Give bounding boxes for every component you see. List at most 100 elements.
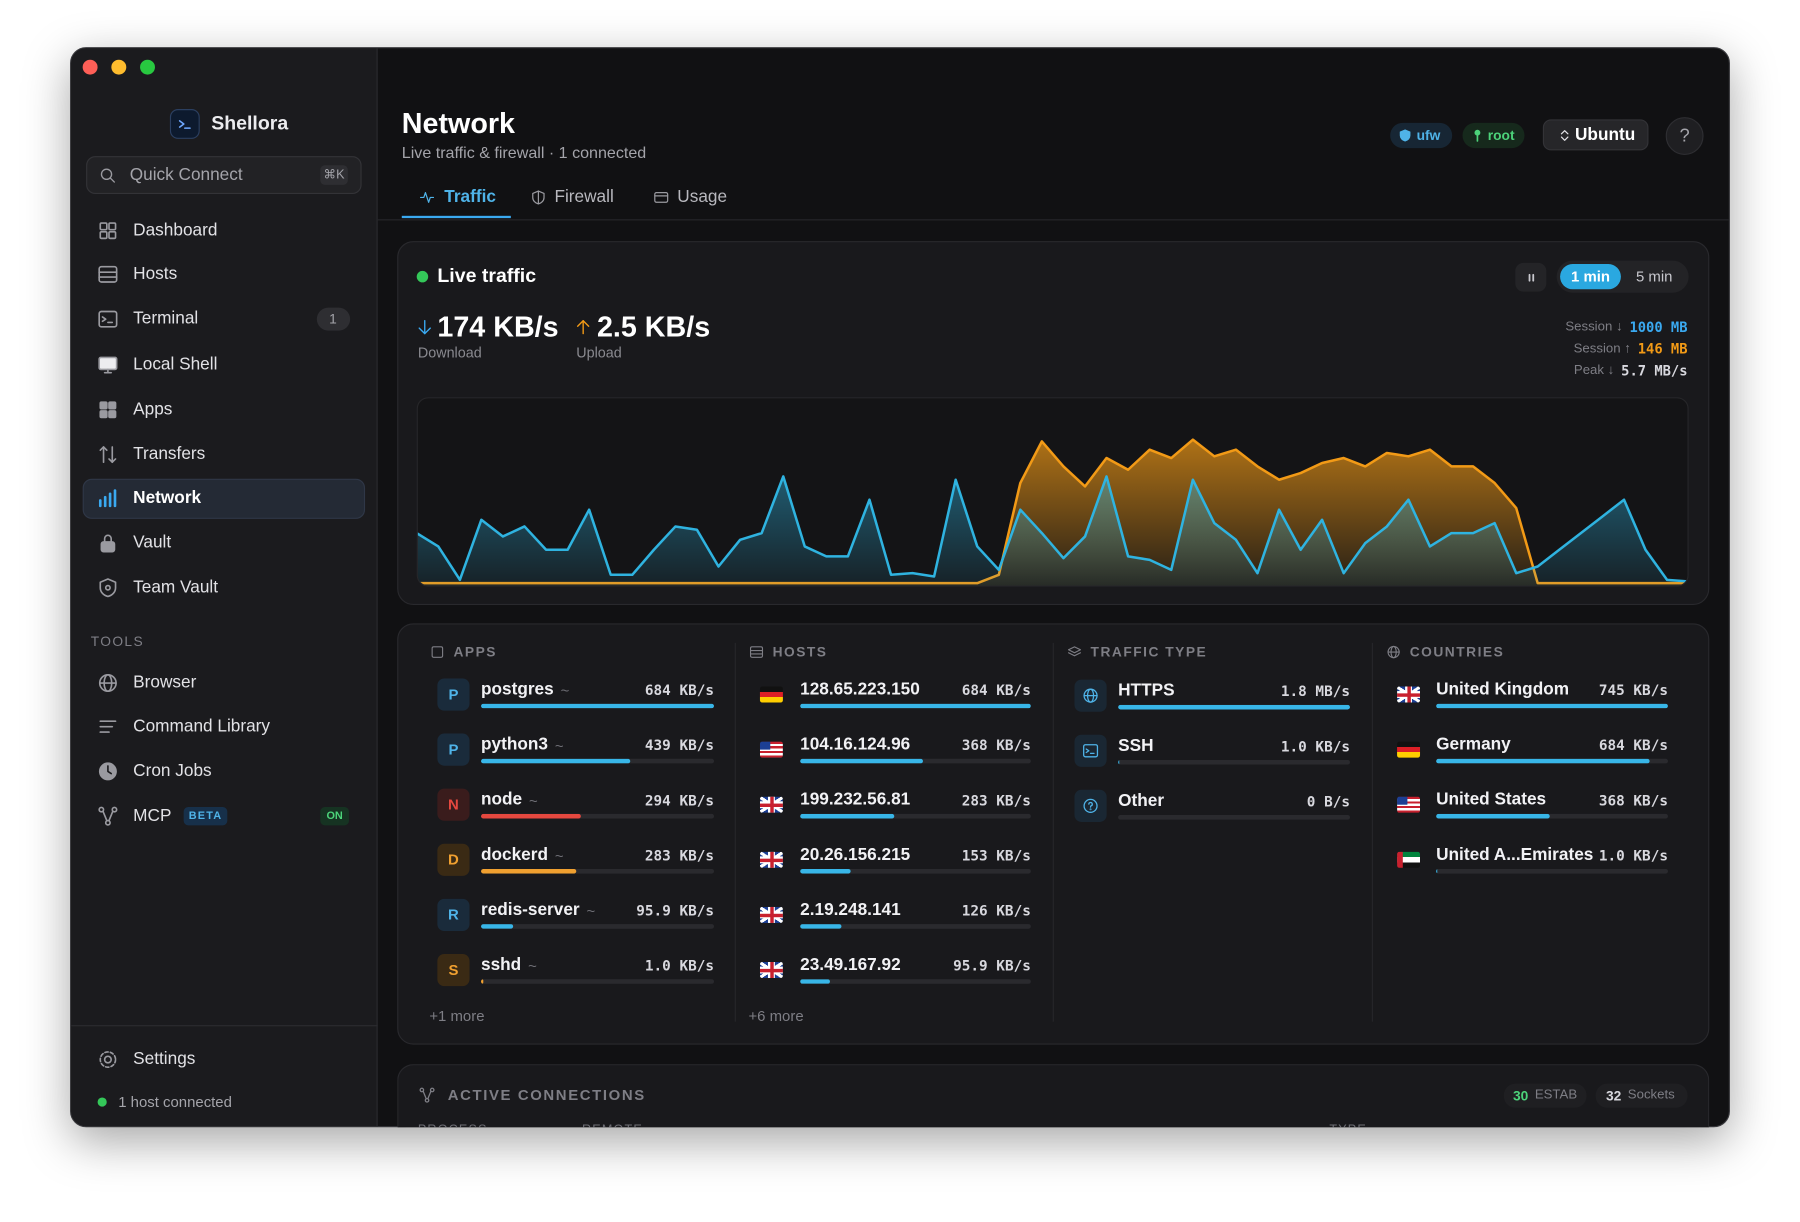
icon: [430, 645, 445, 660]
stat-value: 146 MB: [1637, 340, 1688, 358]
chart-frame: [416, 397, 1689, 587]
row-rate: 1.8 MB/s: [1280, 682, 1351, 700]
flag: [1397, 851, 1421, 868]
column-divider: [734, 642, 736, 1022]
row-name-wrap: node ~: [481, 789, 688, 812]
shortcut: ⌘K: [323, 168, 345, 182]
nav-item[interactable]: Cron Jobs: [133, 761, 212, 781]
app-icon-letter: D: [448, 850, 459, 869]
tab[interactable]: Firewall: [554, 187, 614, 207]
icon: [416, 318, 434, 336]
minimize-button[interactable]: [111, 59, 127, 75]
badge: ufw: [1416, 127, 1441, 144]
row-name: 23.49.167.92: [800, 955, 901, 975]
icon: [749, 645, 764, 660]
host-select-label[interactable]: Ubuntu: [1575, 125, 1636, 145]
bar-fill: [800, 924, 842, 929]
more-link[interactable]: +6 more: [748, 1006, 804, 1025]
help-text[interactable]: ?: [1679, 126, 1690, 146]
icon: [418, 1087, 435, 1104]
nav-item[interactable]: Dashboard: [133, 220, 218, 240]
zoom-button[interactable]: [140, 59, 155, 75]
icon: [1082, 687, 1099, 704]
row-rate: 283 KB/s: [961, 791, 1031, 809]
row-rate: 95.9 KB/s: [953, 956, 1031, 975]
icon: [1386, 645, 1401, 660]
bar-fill: [480, 813, 582, 819]
more-link[interactable]: +1 more: [429, 1006, 485, 1025]
nav-item[interactable]: Apps: [133, 399, 173, 420]
range-option[interactable]: 5 min: [1635, 267, 1673, 285]
row-tag: ~: [560, 681, 570, 699]
row-rate: 684 KB/s: [1598, 736, 1668, 754]
bar-track: [480, 869, 715, 874]
stat-label: Peak ↓: [1573, 363, 1615, 378]
tab-divider: [377, 219, 1729, 221]
flag: [1397, 741, 1421, 758]
close-button[interactable]: [82, 59, 98, 75]
help-button[interactable]: [1665, 117, 1704, 155]
live-dot: [416, 270, 429, 283]
nav-item[interactable]: Team Vault: [133, 577, 219, 597]
icon: [97, 444, 119, 466]
host-select[interactable]: [1542, 119, 1649, 151]
bar-track: [800, 703, 1031, 709]
icon: [530, 189, 546, 205]
column-heading: COUNTRIES: [1409, 643, 1505, 660]
tab[interactable]: Traffic: [444, 187, 496, 207]
stat-label: Session ↓: [1565, 320, 1623, 335]
bar-track: [480, 758, 715, 764]
bar-track: [800, 869, 1031, 874]
row-rate: 439 KB/s: [644, 736, 715, 754]
bar-fill: [1436, 758, 1650, 764]
nav-item[interactable]: Transfers: [133, 444, 206, 464]
pause-button[interactable]: [1515, 262, 1547, 292]
row-name-wrap: redis-server ~: [481, 899, 688, 922]
row-name: postgres: [480, 679, 554, 700]
nav-item[interactable]: Network: [133, 487, 202, 508]
row-name: SSH: [1118, 735, 1154, 756]
icon: [1523, 270, 1538, 285]
status-dot: [97, 1097, 107, 1107]
icon: [97, 716, 119, 738]
nav-badge-text: 1: [329, 310, 337, 327]
status-text: ON: [326, 809, 343, 823]
bar-track: [1436, 869, 1668, 874]
range-active[interactable]: [1560, 264, 1621, 290]
column-heading: TRAFFIC TYPE: [1090, 643, 1208, 660]
tab[interactable]: Usage: [677, 187, 728, 207]
quick-connect[interactable]: [86, 156, 362, 195]
type-icon: [1074, 734, 1107, 767]
sidebar-divider: [71, 1025, 378, 1027]
row-name: HTTPS: [1118, 680, 1175, 701]
nav-active[interactable]: [82, 478, 366, 519]
column-heading: APPS: [453, 643, 497, 660]
icon: [97, 399, 119, 421]
estab-label: ESTAB: [1534, 1087, 1578, 1102]
nav-item[interactable]: Browser: [133, 672, 197, 693]
row-name: 199.232.56.81: [800, 789, 911, 810]
bar-fill: [800, 758, 923, 764]
bar-fill: [1436, 813, 1550, 819]
row-name-wrap: dockerd ~: [481, 844, 688, 867]
settings[interactable]: Settings: [133, 1049, 196, 1069]
nav-item[interactable]: Hosts: [133, 264, 178, 284]
nav-item[interactable]: Vault: [133, 532, 172, 553]
column-divider: [1052, 642, 1054, 1022]
icon: [97, 220, 119, 242]
range-option[interactable]: 1 min: [1571, 267, 1610, 285]
row-rate: 153 KB/s: [961, 846, 1031, 864]
nav-item[interactable]: Local Shell: [133, 354, 218, 375]
stat-row: Session ↓ 1000 MB: [1378, 317, 1687, 338]
row-rate: 294 KB/s: [644, 791, 715, 809]
row-name: Other: [1118, 790, 1165, 811]
nav-item[interactable]: Terminal: [133, 308, 199, 329]
nav-item[interactable]: Command Library: [133, 716, 271, 736]
stat-row: Peak ↓ 5.7 MB/s: [1378, 360, 1688, 381]
sockets-count: 32: [1605, 1087, 1622, 1104]
row-name: United A...Emirates: [1436, 844, 1594, 865]
beta-tag: [183, 807, 228, 826]
flag: [759, 741, 783, 758]
nav-item[interactable]: MCP: [133, 805, 172, 826]
